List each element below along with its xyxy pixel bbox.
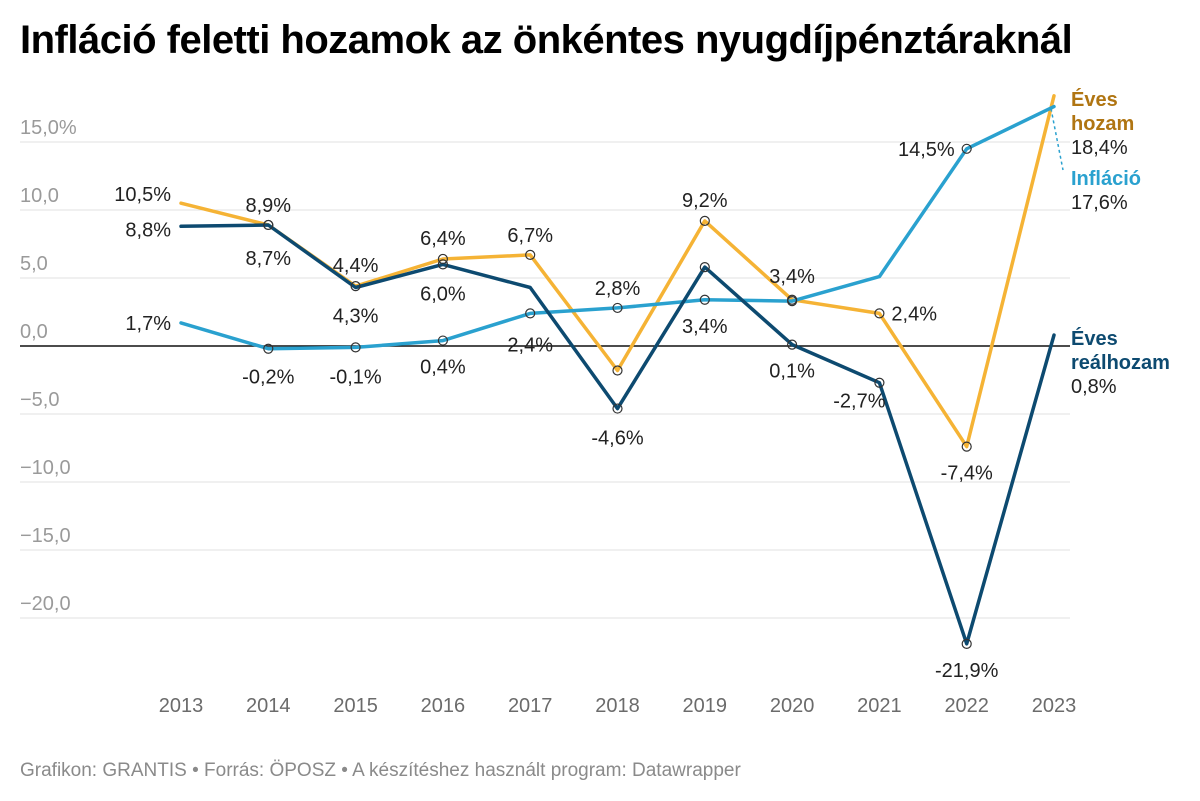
data-label: -21,9% (935, 660, 999, 682)
legend-value: 18,4% (1071, 137, 1128, 159)
data-point (525, 249, 536, 260)
data-point (786, 339, 798, 350)
data-label: 8,8% (125, 219, 171, 241)
marker-layer (263, 143, 972, 649)
x-tick-label: 2019 (683, 695, 728, 717)
chart-title: Infláció feletti hozamok az önkéntes nyu… (20, 18, 1073, 62)
legend-label: Éves (1071, 88, 1118, 111)
legend-label: Éves (1071, 327, 1118, 350)
data-label: 6,0% (420, 283, 466, 305)
chart-footer: Grafikon: GRANTIS • Forrás: ÖPOSZ • A ké… (20, 760, 741, 781)
data-label: -2,7% (833, 391, 885, 413)
grid-layer: 15,0% 10,0 5,0 0,0 −5,0 −10,0 −15,0 −20,0 (20, 117, 1070, 619)
data-point (437, 253, 448, 265)
x-axis: 2013 2014 2015 2016 2017 2018 2019 2020 2021 2022… (159, 695, 1077, 717)
data-label: 3,4% (769, 266, 815, 288)
data-point (525, 308, 536, 319)
data-label: 4,4% (333, 255, 379, 277)
y-tick-label: −15,0 (20, 525, 71, 547)
x-tick-label: 2020 (770, 695, 815, 717)
data-point (612, 302, 623, 314)
data-point (699, 294, 710, 305)
data-label: 10,5% (114, 184, 171, 206)
data-point (874, 308, 885, 319)
data-label: -0,1% (329, 366, 381, 388)
data-point (961, 638, 972, 649)
legend-value: 0,8% (1071, 376, 1117, 398)
x-tick-label: 2022 (944, 695, 989, 717)
data-point (350, 281, 361, 292)
data-point (612, 403, 623, 414)
data-point (263, 343, 274, 354)
data-point (961, 143, 972, 154)
data-point (612, 365, 623, 376)
data-point (699, 215, 710, 226)
leader-line (1050, 108, 1064, 171)
data-label: 14,5% (898, 139, 955, 161)
legend-layer: Éveshozam18,4%Infláció17,6%Évesreálhozam… (1050, 88, 1170, 398)
legend-value: 17,6% (1071, 192, 1128, 214)
x-tick-label: 2013 (159, 695, 204, 717)
data-label: 2,8% (595, 278, 641, 300)
data-point (874, 377, 885, 388)
x-tick-label: 2023 (1032, 695, 1077, 717)
x-tick-label: 2021 (857, 695, 902, 717)
data-label: -7,4% (941, 463, 993, 485)
y-tick-label: 10,0 (20, 185, 59, 207)
data-label: 2,4% (891, 303, 937, 325)
data-point (786, 296, 798, 307)
y-tick-label: 0,0 (20, 321, 48, 343)
data-label: 8,9% (246, 195, 292, 217)
data-point (437, 335, 448, 346)
data-label: 1,7% (125, 313, 171, 335)
data-label: 2,4% (507, 334, 553, 356)
data-label: 3,4% (682, 316, 728, 338)
data-label: 0,4% (420, 357, 466, 379)
data-point (263, 219, 274, 231)
y-tick-label: −10,0 (20, 457, 71, 479)
y-tick-label: −5,0 (20, 389, 59, 411)
y-tick-label: 15,0% (20, 117, 77, 139)
x-tick-label: 2017 (508, 695, 553, 717)
x-tick-label: 2014 (246, 695, 291, 717)
data-label: -0,2% (242, 367, 294, 389)
y-tick-label: −20,0 (20, 593, 71, 615)
y-tick-label: 5,0 (20, 253, 48, 275)
data-label: 6,7% (507, 225, 553, 247)
data-label: -4,6% (591, 428, 643, 450)
legend-label: hozam (1071, 113, 1134, 135)
data-label: 8,7% (246, 248, 292, 270)
series-layer (179, 94, 1056, 646)
x-tick-label: 2015 (333, 695, 378, 717)
data-label: 4,3% (333, 306, 379, 328)
data-point (699, 262, 710, 273)
x-tick-label: 2018 (595, 695, 640, 717)
x-tick-label: 2016 (421, 695, 466, 717)
data-label: 9,2% (682, 190, 728, 212)
series-line (179, 104, 1056, 351)
series-line (179, 223, 1056, 646)
legend-label: Infláció (1071, 168, 1141, 190)
data-point (350, 342, 361, 353)
data-point (961, 441, 972, 452)
legend-label: reálhozam (1071, 352, 1170, 374)
data-label-layer: 10,5% 8,9% 4,4% 6,4% 6,7% 9,2% 3,4% 2,4% -7,4% 1,… (114, 139, 998, 682)
data-label: 6,4% (420, 228, 466, 250)
data-label: 0,1% (769, 361, 815, 383)
data-point (437, 259, 448, 270)
